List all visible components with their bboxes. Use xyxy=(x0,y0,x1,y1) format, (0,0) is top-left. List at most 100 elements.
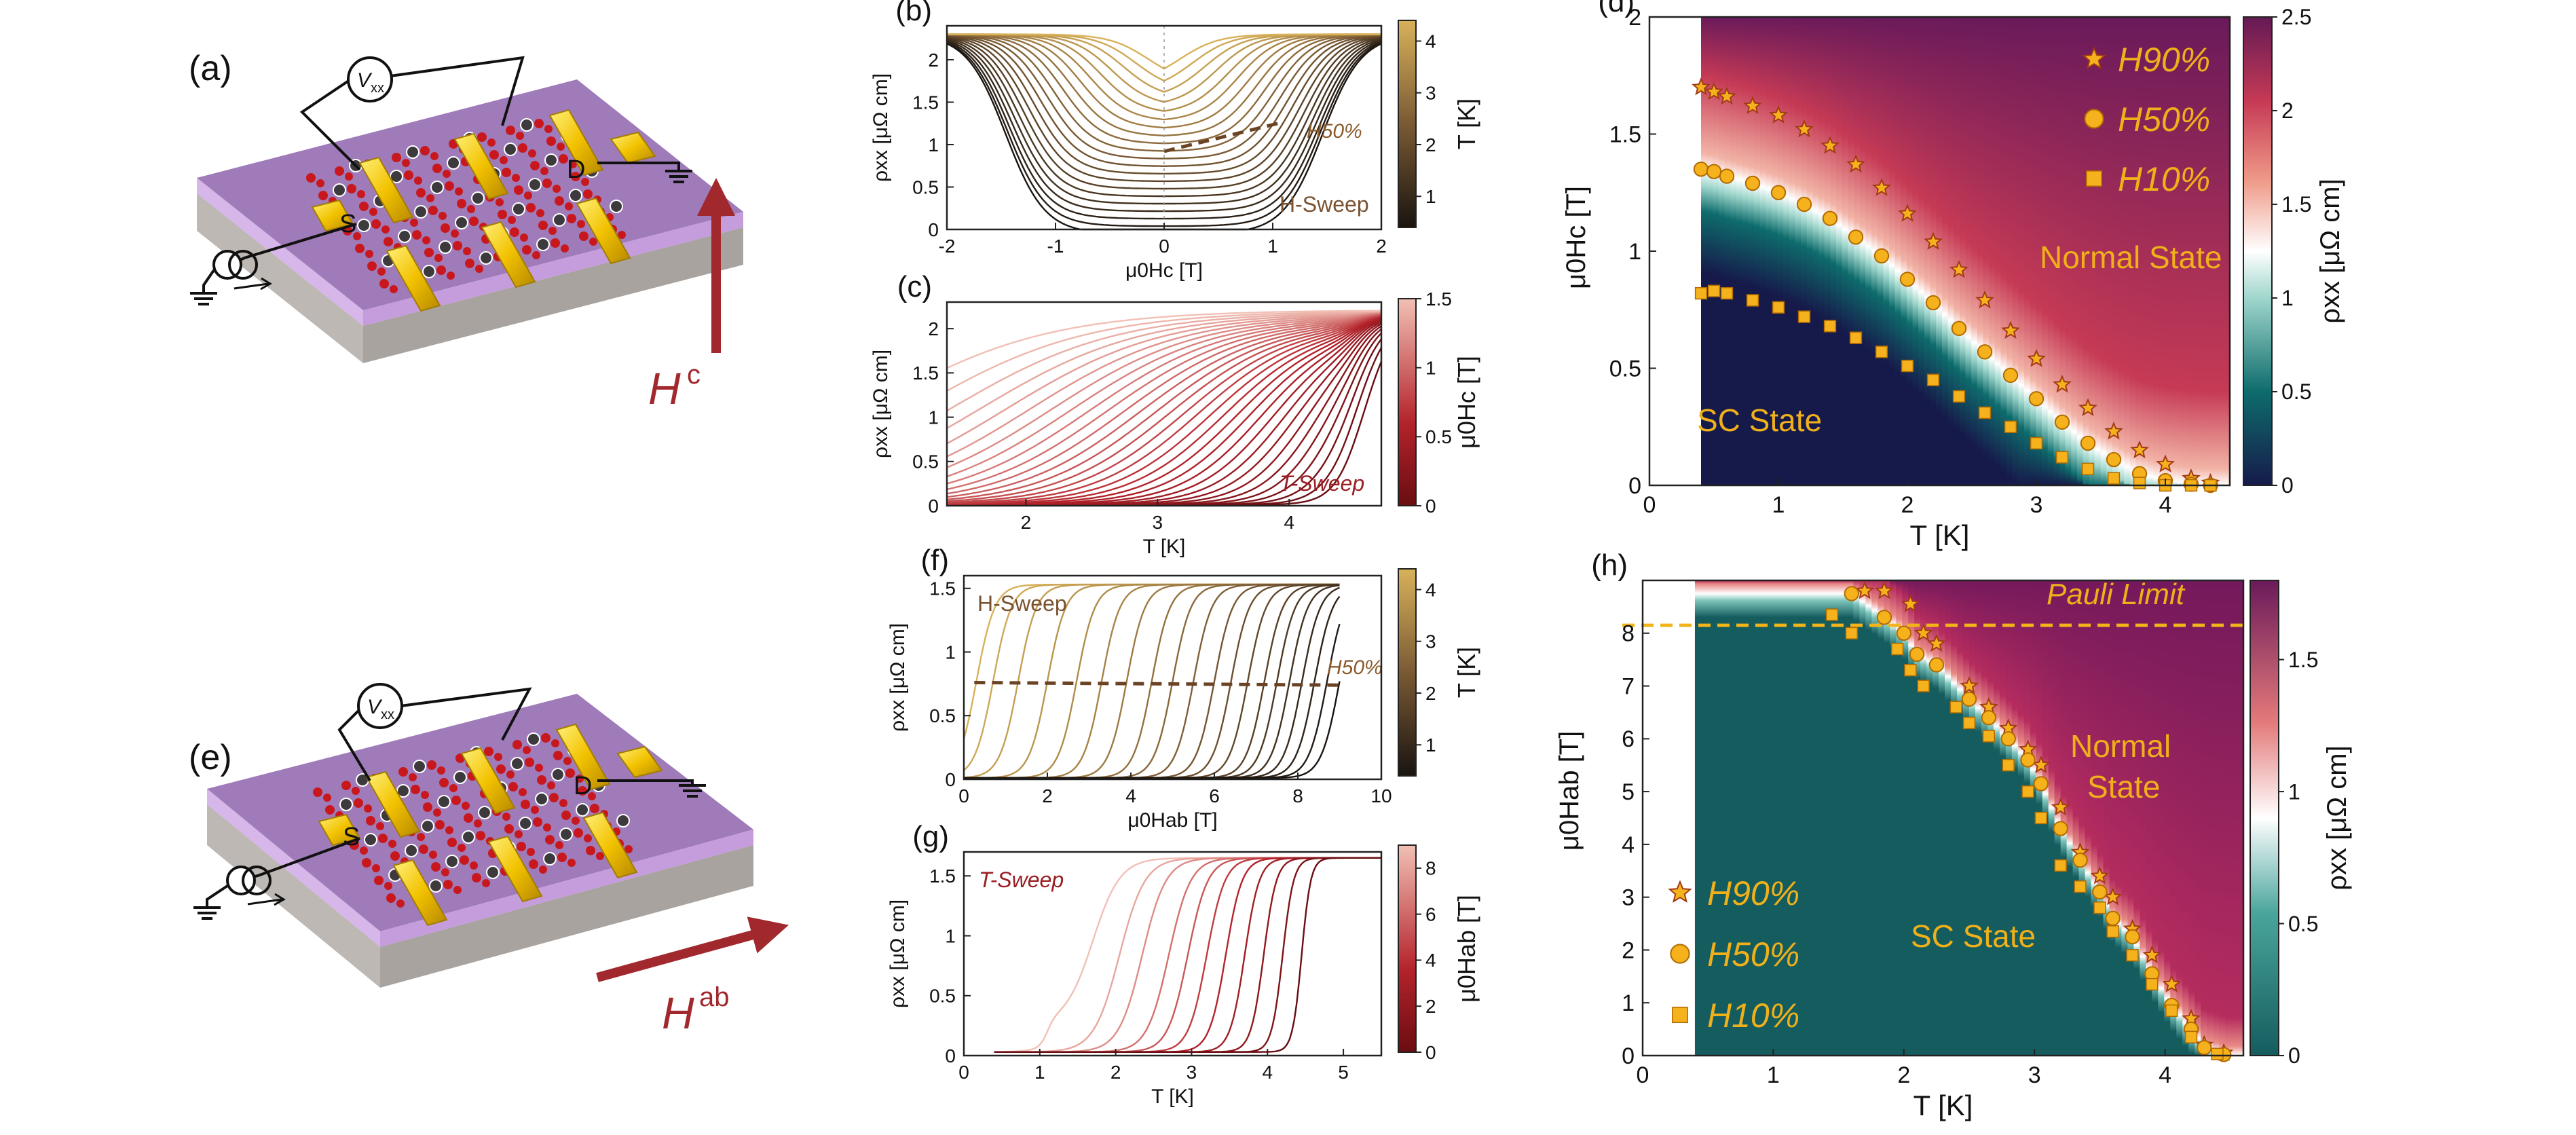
heatmap-cell xyxy=(1965,17,1973,485)
marker-circle xyxy=(1719,168,1735,184)
atom-red xyxy=(514,185,523,195)
heatmap-cell xyxy=(1743,580,1751,1056)
atom-red xyxy=(523,746,531,754)
atom-red xyxy=(464,813,473,823)
annotation-normal-state-2: State xyxy=(2087,769,2160,804)
atom-red xyxy=(531,806,539,814)
atom-red xyxy=(588,792,596,800)
atom-dark xyxy=(471,191,485,205)
heatmap-cell xyxy=(1768,580,1775,1056)
atom-red xyxy=(540,167,548,175)
atom-red xyxy=(527,848,535,856)
marker-star xyxy=(2162,974,2182,992)
legend-label: H50% xyxy=(1707,935,1799,973)
atom-red xyxy=(447,272,455,280)
atom-red xyxy=(519,788,527,796)
colorbar-tick-label: 1.5 xyxy=(2281,192,2311,217)
atom-red xyxy=(453,241,462,250)
current-source-icon xyxy=(226,866,256,895)
atom-dark xyxy=(333,183,346,197)
atom-red xyxy=(529,859,538,869)
marker-circle xyxy=(1896,625,1911,641)
atom-dark xyxy=(536,238,550,251)
atom-red xyxy=(376,822,384,830)
h-sweep-curve xyxy=(946,34,1382,168)
chart-b: H50% H-Sweep -2 -1 0 1 2 0 0.5 1 1.5 2 (b) μ0Hc [T] ρx… xyxy=(870,0,1480,282)
atom-red xyxy=(548,227,557,235)
y-tick-label: 0.5 xyxy=(929,986,956,1007)
atom-red xyxy=(347,184,356,193)
atom-red xyxy=(377,267,386,276)
atom-red xyxy=(372,864,380,872)
voltmeter-sub: xx xyxy=(371,81,384,96)
current-arrowhead-icon xyxy=(260,277,272,291)
atom-red xyxy=(526,203,536,212)
x-tick-label: 4 xyxy=(2159,492,2172,518)
heatmap-cell xyxy=(2146,580,2153,1056)
heatmap-cell xyxy=(2225,580,2233,1056)
atom-dark xyxy=(519,817,532,830)
atom-red xyxy=(496,764,506,774)
atom-dark xyxy=(445,855,459,868)
colorbar xyxy=(2243,16,2273,486)
colorbar-tick-label: 3 xyxy=(1425,631,1436,652)
atom-red xyxy=(434,254,443,262)
atom-red xyxy=(419,844,428,854)
y-tick-label: 1 xyxy=(1628,239,1641,265)
heatmap-cell xyxy=(2006,17,2013,485)
marker-square xyxy=(2184,1030,2198,1043)
chart-panels: H50% H-Sweep -2 -1 0 1 2 0 0.5 1 1.5 2 (b) μ0Hc [T] ρx… xyxy=(870,0,2352,1121)
x-tick-label: 2 xyxy=(1110,1062,1121,1083)
atom-red xyxy=(445,181,454,191)
marker-circle xyxy=(2000,731,2016,747)
panel-label: (f) xyxy=(920,544,949,577)
annotation-sc-state: SC State xyxy=(1911,918,2036,954)
atom-red xyxy=(522,245,531,255)
atom-red xyxy=(396,899,405,908)
atom-red xyxy=(579,231,589,241)
atom-red xyxy=(539,866,547,874)
y-tick-label: 1 xyxy=(1622,990,1635,1016)
heatmap-cell xyxy=(1701,17,1708,485)
source-ground-wire xyxy=(202,269,215,292)
atom-red xyxy=(306,173,316,183)
colorbar-label: ρxx [μΩ cm] xyxy=(2322,745,2352,890)
atom-red xyxy=(530,161,540,170)
atom-red xyxy=(335,166,344,176)
y-tick-label: 0.5 xyxy=(912,451,939,472)
marker-star xyxy=(2082,46,2106,70)
marker-square xyxy=(2030,436,2043,450)
atom-red xyxy=(508,216,516,224)
heatmap-cell xyxy=(1959,17,1966,485)
atom-red xyxy=(357,190,365,198)
marker-circle xyxy=(1981,710,1997,726)
heatmap-cell xyxy=(1926,580,1934,1056)
y-tick-label: 0.5 xyxy=(929,705,956,726)
heatmap-cell xyxy=(1993,580,2000,1056)
chart-g: T-Sweep 0 1 2 3 4 5 0 0.5 1 1.5 (g) T [K] ρxx [μΩ cm]… xyxy=(886,820,1480,1108)
heatmap-cell xyxy=(1713,580,1720,1056)
atom-red xyxy=(555,841,563,849)
marker-square xyxy=(2133,477,2146,489)
field-sup-c: c xyxy=(687,360,701,390)
atom-red xyxy=(350,840,359,850)
y-tick-label: 0.5 xyxy=(1609,356,1641,382)
y-tick-label: 0 xyxy=(945,769,956,790)
heatmap-cell xyxy=(1936,17,1943,485)
marker-star xyxy=(2001,320,2020,339)
marker-square xyxy=(2074,880,2087,893)
x-axis-label: T [K] xyxy=(1914,1090,1973,1121)
heatmap-cell xyxy=(2018,17,2026,485)
heatmap-cell xyxy=(2047,17,2055,485)
marker-circle xyxy=(2002,367,2019,384)
atom-red xyxy=(475,265,483,273)
atom-dark xyxy=(422,265,436,278)
atom-red xyxy=(565,768,575,778)
atom-red xyxy=(484,747,493,756)
atom-red xyxy=(506,770,515,779)
atom-red xyxy=(561,244,569,253)
heatmap-cell xyxy=(2109,580,2116,1056)
heatmap-cell xyxy=(2140,580,2147,1056)
atom-dark xyxy=(504,143,517,156)
